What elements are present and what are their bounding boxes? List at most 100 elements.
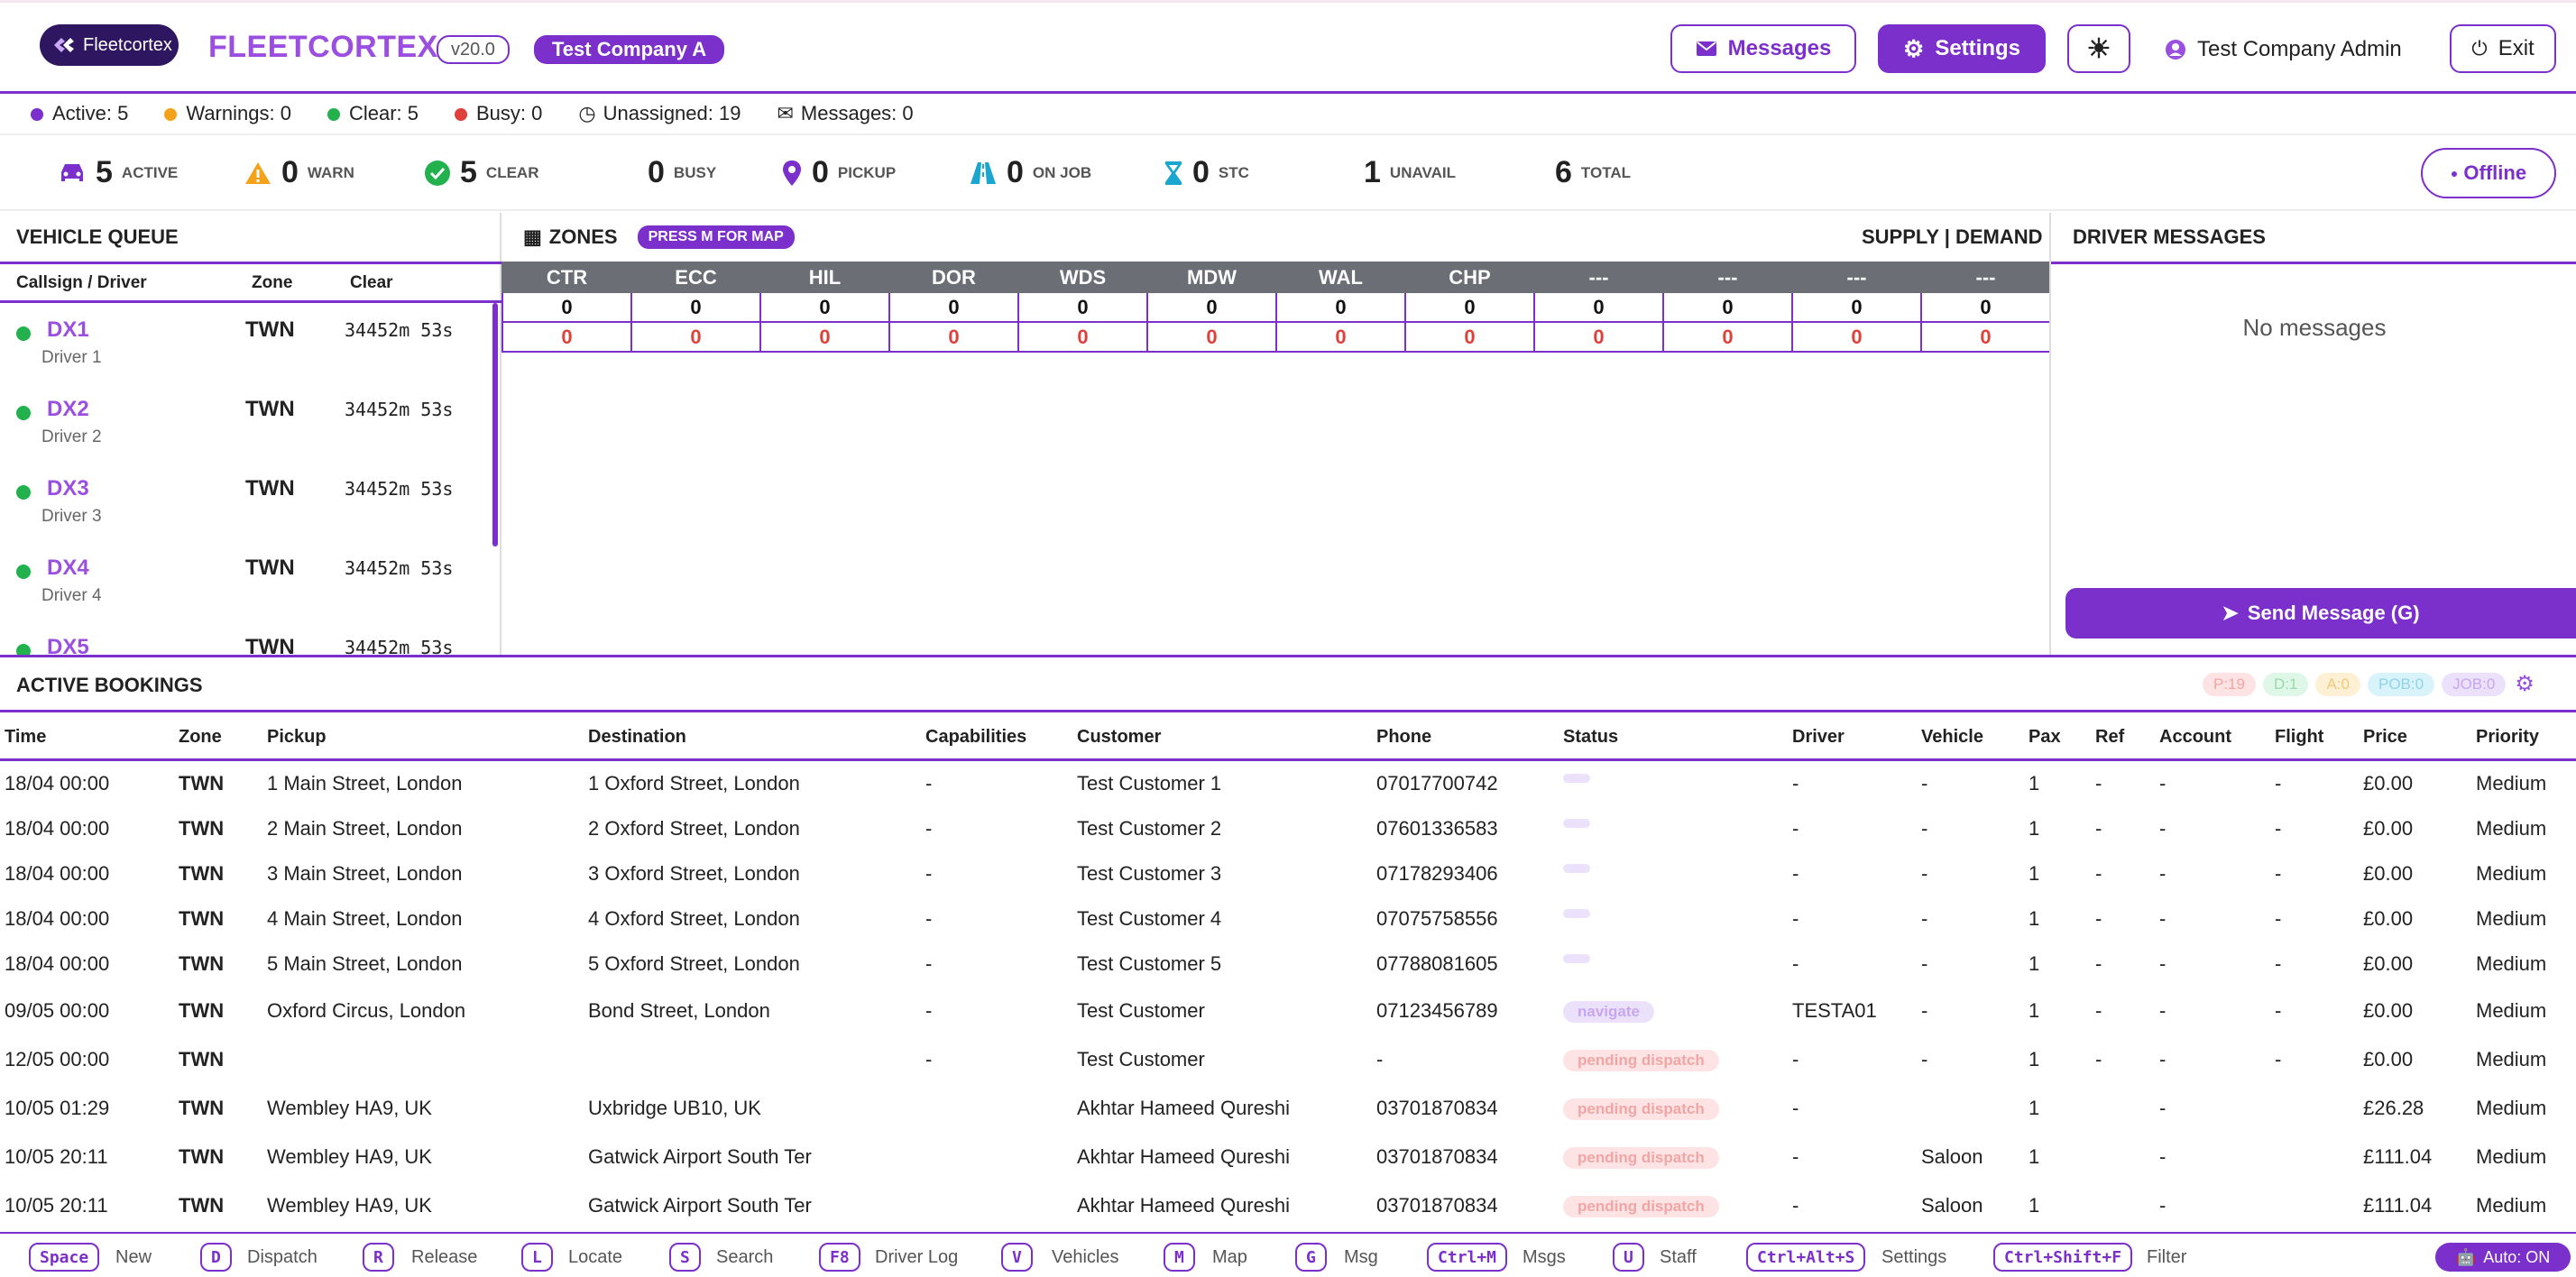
booking-row[interactable]: 18/04 00:00 TWN 1 Main Street, London 1 Oxf… (0, 761, 2576, 806)
paper-plane-icon: ➤ (2222, 602, 2239, 624)
booking-cap: - (925, 999, 933, 1022)
col-priority[interactable]: Priority (2476, 727, 2540, 747)
booking-filter-pills: P:19 D:1 A:0 POB:0 JOB:0 ⚙ (2195, 673, 2535, 696)
zone-supply-row: 0 0 0 0 0 0 0 0 0 0 0 0 (501, 291, 2051, 323)
col-customer[interactable]: Customer (1077, 727, 1162, 747)
vehicle-queue-scrollbar[interactable] (492, 303, 498, 547)
vehicle-queue-header: Callsign / Driver Zone Clear (0, 262, 501, 303)
col-destination[interactable]: Destination (588, 727, 686, 747)
offline-toggle[interactable]: ● Offline (2421, 148, 2556, 198)
col-status[interactable]: Status (1563, 727, 1619, 747)
key-u[interactable]: U (1613, 1243, 1644, 1272)
col-pickup[interactable]: Pickup (267, 727, 327, 747)
exit-button[interactable]: ⏻ Exit (2450, 24, 2556, 73)
auto-toggle[interactable]: 🤖 Auto: ON (2435, 1243, 2571, 1272)
messages-button[interactable]: Messages (1670, 24, 1856, 73)
zone-name[interactable]: CHP (1404, 262, 1535, 293)
pill-job[interactable]: JOB:0 (2442, 673, 2507, 696)
key-m[interactable]: M (1164, 1243, 1195, 1272)
pill-pending[interactable]: P:19 (2203, 673, 2256, 696)
vehicle-row[interactable]: DX2 Driver 2 TWN 34452m 53s (0, 382, 487, 462)
booking-row[interactable]: 10/05 20:11 TWN Wembley HA9, UK Gatwick Air… (0, 1183, 2576, 1228)
send-message-button[interactable]: ➤ Send Message (G) (2065, 588, 2576, 638)
settings-button[interactable]: ⚙ Settings (1878, 24, 2046, 73)
zone-name[interactable]: HIL (759, 262, 890, 293)
zone-supply: 0 (1920, 291, 2051, 323)
col-capabilities[interactable]: Capabilities (925, 727, 1027, 747)
status-active: Active: 5 (31, 102, 128, 125)
zone-name[interactable]: DOR (888, 262, 1019, 293)
clear-time: 34452m 53s (345, 399, 454, 420)
booking-row[interactable]: 18/04 00:00 TWN 3 Main Street, London 3 Oxf… (0, 851, 2576, 896)
booking-pax: 1 (2029, 772, 2040, 795)
key-r[interactable]: R (363, 1243, 394, 1272)
booking-row[interactable]: 18/04 00:00 TWN 5 Main Street, London 5 Oxf… (0, 942, 2576, 987)
zone-name[interactable]: ECC (630, 262, 761, 293)
col-time[interactable]: Time (5, 727, 47, 747)
status-busy: Busy: 0 (455, 102, 542, 125)
count-unavail: 1 UNAVAIL (1364, 155, 1456, 189)
col-phone[interactable]: Phone (1376, 727, 1432, 747)
col-pax[interactable]: Pax (2029, 727, 2061, 747)
col-price[interactable]: Price (2363, 727, 2407, 747)
key-s[interactable]: S (669, 1243, 701, 1272)
col-ref[interactable]: Ref (2095, 727, 2125, 747)
col-vehicle[interactable]: Vehicle (1921, 727, 1983, 747)
press-m-badge[interactable]: PRESS M FOR MAP (637, 225, 795, 249)
pill-accepted[interactable]: A:0 (2315, 673, 2360, 696)
vehicle-row[interactable]: DX4 Driver 4 TWN 34452m 53s (0, 541, 487, 620)
zone-name[interactable]: WAL (1275, 262, 1406, 293)
no-messages-text: No messages (2242, 314, 2387, 341)
driver-name: Driver 4 (41, 586, 102, 605)
booking-pickup: 4 Main Street, London (267, 907, 463, 930)
key-l[interactable]: L (521, 1243, 553, 1272)
zone-supply: 0 (888, 291, 1019, 323)
booking-ref: - (2095, 999, 2102, 1022)
status-badge (1563, 819, 1590, 828)
booking-row[interactable]: 12/05 00:00 TWN - Test Customer - pending dis… (0, 1037, 2576, 1082)
booking-account: - (2159, 1048, 2167, 1070)
col-zone[interactable]: Zone (179, 727, 222, 747)
logo[interactable]: Fleetcortex (40, 24, 179, 66)
key-f8[interactable]: F8 (819, 1243, 860, 1272)
zone-name[interactable]: CTR (501, 262, 632, 293)
vehicle-queue-list[interactable]: DX1 Driver 1 TWN 34452m 53s DX2 Driver 2… (0, 303, 501, 655)
zone-name[interactable]: --- (1662, 262, 1793, 293)
key-ctrl-alt-s[interactable]: Ctrl+Alt+S (1746, 1243, 1866, 1272)
vehicle-row[interactable]: DX1 Driver 1 TWN 34452m 53s (0, 303, 487, 382)
booking-row[interactable]: 10/05 20:11 TWN Wembley HA9, UK Gatwick Air… (0, 1135, 2576, 1180)
key-ctrl-m[interactable]: Ctrl+M (1427, 1243, 1508, 1272)
vehicle-row[interactable]: DX5 TWN 34452m 53s (0, 620, 487, 655)
zone-name[interactable]: WDS (1017, 262, 1148, 293)
vehicle-row[interactable]: DX3 Driver 3 TWN 34452m 53s (0, 462, 487, 541)
booking-row[interactable]: 09/05 00:00 TWN Oxford Circus, London Bond … (0, 988, 2576, 1034)
zone-name[interactable]: --- (1791, 262, 1922, 293)
gear-icon[interactable]: ⚙ (2515, 672, 2535, 696)
company-badge[interactable]: Test Company A (534, 35, 725, 64)
col-driver[interactable]: Driver (1792, 727, 1845, 747)
user-menu[interactable]: Test Company Admin (2165, 30, 2402, 69)
booking-row[interactable]: 10/05 01:29 TWN Wembley HA9, UK Uxbridge UB… (0, 1086, 2576, 1131)
booking-pax: 1 (2029, 1097, 2040, 1119)
key-g[interactable]: G (1295, 1243, 1327, 1272)
zone-name[interactable]: MDW (1146, 262, 1277, 293)
booking-row[interactable]: 18/04 00:00 TWN 4 Main Street, London 4 Oxf… (0, 896, 2576, 942)
theme-toggle-button[interactable]: ☀ (2067, 24, 2130, 73)
zone-demand: 0 (1920, 321, 2051, 353)
booking-time: 18/04 00:00 (5, 772, 110, 795)
shortcut-label: Settings (1881, 1247, 1947, 1267)
key-v[interactable]: V (1001, 1243, 1033, 1272)
pill-pob[interactable]: POB:0 (2367, 673, 2435, 696)
col-account[interactable]: Account (2159, 727, 2231, 747)
envelope-icon (1696, 41, 1716, 56)
zone-name[interactable]: --- (1533, 262, 1664, 293)
booking-priority: Medium (2476, 1048, 2547, 1070)
zone-name[interactable]: --- (1920, 262, 2051, 293)
key-ctrl-shift-f[interactable]: Ctrl+Shift+F (1993, 1243, 2133, 1272)
col-flight[interactable]: Flight (2275, 727, 2324, 747)
booking-vehicle: - (1921, 772, 1928, 795)
key-space[interactable]: Space (29, 1243, 100, 1272)
pill-dispatched[interactable]: D:1 (2262, 673, 2309, 696)
key-d[interactable]: D (200, 1243, 232, 1272)
booking-row[interactable]: 18/04 00:00 TWN 2 Main Street, London 2 Oxf… (0, 806, 2576, 851)
